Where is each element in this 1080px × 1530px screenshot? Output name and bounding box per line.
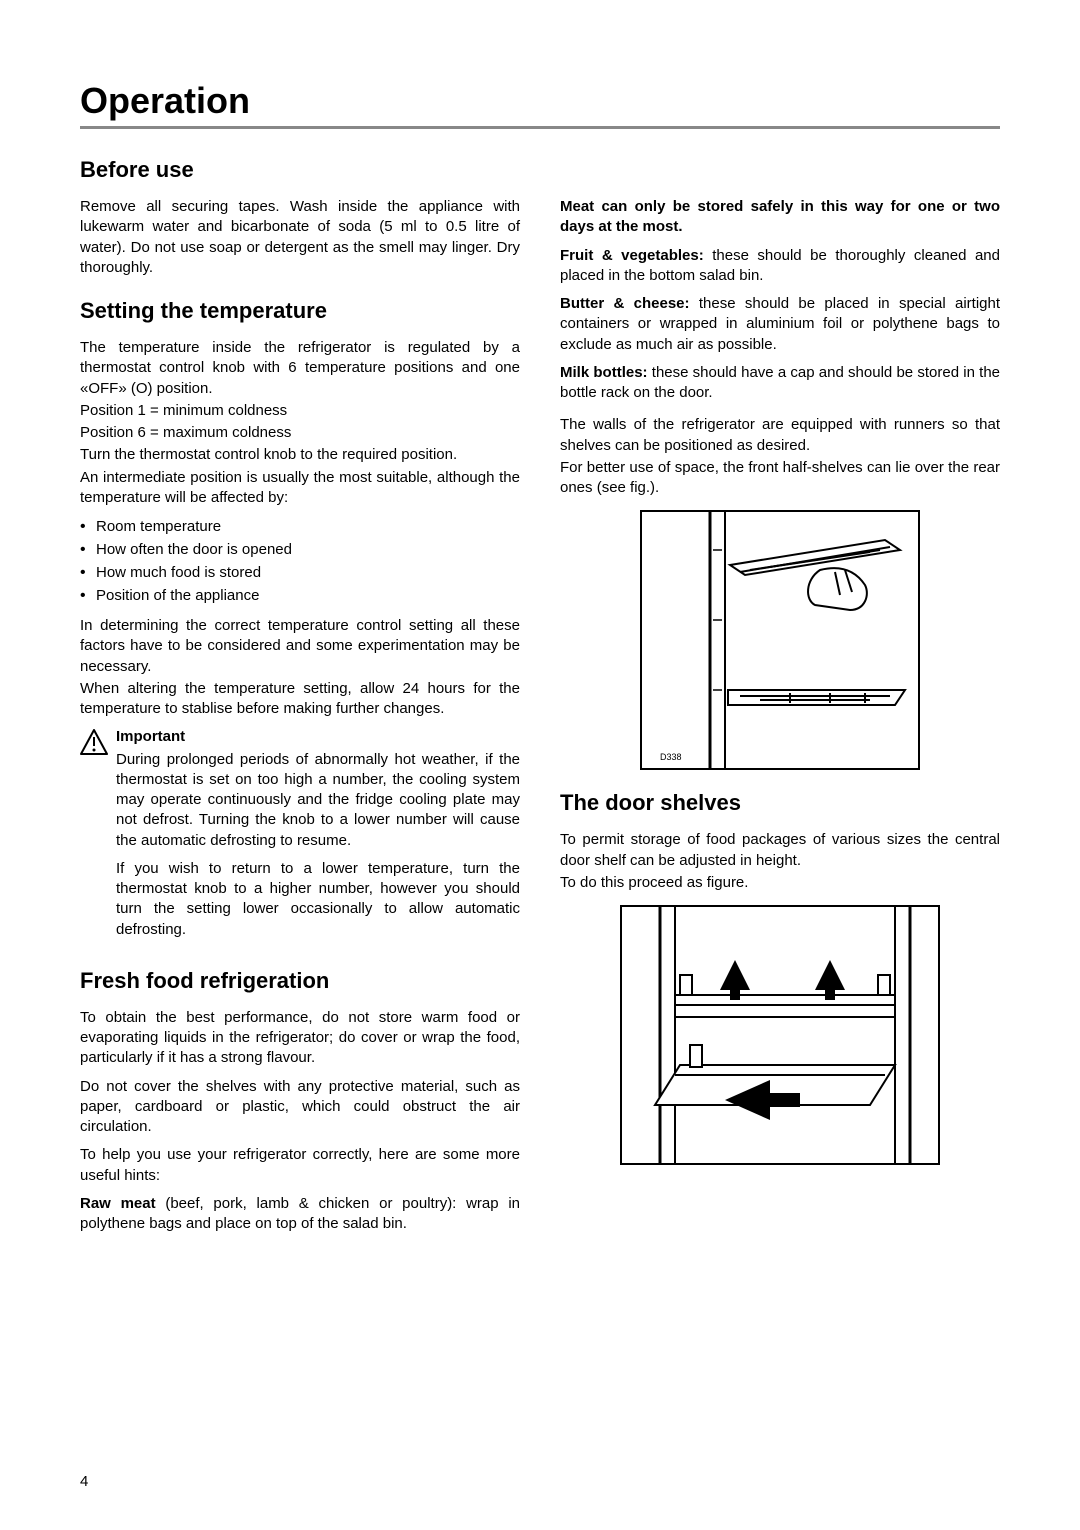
- door-shelves-p1: To permit storage of food packages of va…: [560, 830, 1000, 871]
- fresh-food-p3: To help you use your refrigerator correc…: [80, 1145, 520, 1186]
- shelf-figure: D338: [560, 510, 1000, 770]
- important-paragraph-2: If you wish to return to a lower tempera…: [116, 859, 520, 940]
- altering-text: When altering the temperature setting, a…: [80, 679, 520, 720]
- raw-meat-paragraph: Raw meat (beef, pork, lamb & chicken or …: [80, 1194, 520, 1235]
- setting-temp-intro: The temperature inside the refrigerator …: [80, 338, 520, 399]
- intermediate-text: An intermediate position is usually the …: [80, 468, 520, 509]
- meat-warning: Meat can only be stored safely in this w…: [560, 197, 1000, 238]
- right-column: Meat can only be stored safely in this w…: [560, 157, 1000, 1242]
- important-label: Important: [116, 728, 185, 745]
- page-title: Operation: [80, 80, 1000, 129]
- door-shelf-figure: [560, 905, 1000, 1165]
- temperature-factors-list: Room temperature How often the door is o…: [80, 516, 520, 606]
- butter-label: Butter & cheese:: [560, 295, 690, 312]
- before-use-text: Remove all securing tapes. Wash inside t…: [80, 197, 520, 278]
- list-item: How much food is stored: [80, 562, 520, 583]
- raw-meat-label: Raw meat: [80, 1195, 156, 1212]
- left-column: Before use Remove all securing tapes. Wa…: [80, 157, 520, 1242]
- fresh-food-p1: To obtain the best performance, do not s…: [80, 1008, 520, 1069]
- walls-text: The walls of the refrigerator are equipp…: [560, 415, 1000, 456]
- position-1-text: Position 1 = minimum coldness: [80, 401, 520, 421]
- milk-label: Milk bottles:: [560, 364, 648, 381]
- fresh-food-p2: Do not cover the shelves with any protec…: [80, 1077, 520, 1138]
- position-6-text: Position 6 = maximum coldness: [80, 423, 520, 443]
- warning-icon: [80, 729, 108, 948]
- important-block: Important During prolonged periods of ab…: [80, 727, 520, 948]
- important-text-block: Important During prolonged periods of ab…: [116, 727, 520, 948]
- list-item: Position of the appliance: [80, 585, 520, 606]
- butter-paragraph: Butter & cheese: these should be placed …: [560, 294, 1000, 355]
- fruit-label: Fruit & vegetables:: [560, 247, 704, 264]
- page-number: 4: [80, 1473, 88, 1490]
- list-item: How often the door is opened: [80, 539, 520, 560]
- important-paragraph-1: During prolonged periods of abnormally h…: [116, 750, 520, 851]
- fruit-paragraph: Fruit & vegetables: these should be thor…: [560, 246, 1000, 287]
- door-shelves-heading: The door shelves: [560, 790, 1000, 816]
- before-use-heading: Before use: [80, 157, 520, 183]
- turn-knob-text: Turn the thermostat control knob to the …: [80, 445, 520, 465]
- figure-label: D338: [660, 752, 682, 762]
- setting-temp-heading: Setting the temperature: [80, 298, 520, 324]
- milk-paragraph: Milk bottles: these should have a cap an…: [560, 363, 1000, 404]
- door-shelves-p2: To do this proceed as figure.: [560, 873, 1000, 893]
- fresh-food-heading: Fresh food refrigeration: [80, 968, 520, 994]
- list-item: Room temperature: [80, 516, 520, 537]
- space-text: For better use of space, the front half-…: [560, 458, 1000, 499]
- determining-text: In determining the correct temperature c…: [80, 616, 520, 677]
- two-column-layout: Before use Remove all securing tapes. Wa…: [80, 157, 1000, 1242]
